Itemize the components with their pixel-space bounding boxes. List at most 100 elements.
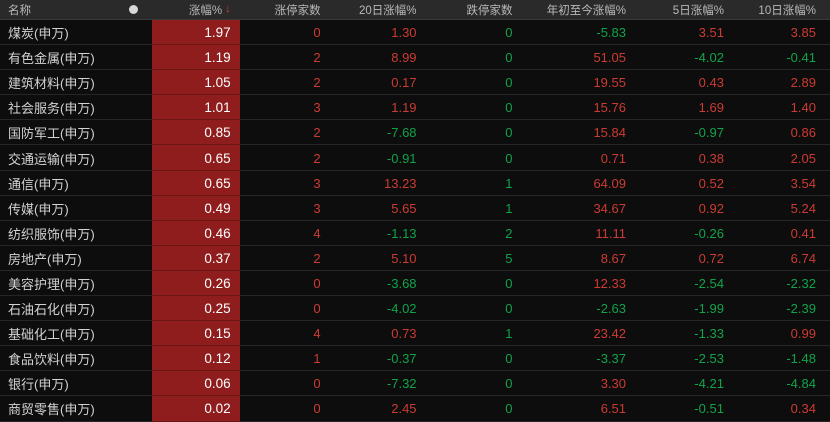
cell-chg10: 6.74 — [790, 250, 816, 266]
cell-chg10: -0.41 — [786, 50, 816, 66]
table-header-row: 名称 涨幅% ↓ 涨停家数 20日涨幅% 跌停家数 年初至今涨幅% 5日涨幅% … — [0, 0, 830, 20]
sort-descending-icon[interactable]: ↓ — [225, 3, 231, 15]
cell-chg10: 3.85 — [790, 25, 816, 41]
cell-limit_up: 2 — [313, 50, 321, 66]
cell-limit_down: 0 — [505, 100, 513, 116]
cell-name: 食品饮料(申万) — [8, 352, 95, 368]
column-header-limit-up-count-label: 涨停家数 — [274, 4, 321, 17]
cell-chg10: -1.48 — [786, 351, 816, 367]
table-row[interactable]: 国防军工(申万) 0.85 2 -7.68 0 15.84 -0.97 0.86 — [0, 120, 830, 146]
table-row[interactable]: 基础化工(申万) 0.15 4 0.73 1 23.42 -1.33 0.99 — [0, 321, 830, 347]
cell-chg20: -4.02 — [386, 301, 417, 317]
table-row[interactable]: 房地产(申万) 0.37 2 5.10 5 8.67 0.72 6.74 — [0, 245, 830, 271]
column-header-name[interactable]: 名称 — [0, 2, 117, 18]
heat-bar-positive — [152, 145, 240, 171]
cell-chg20: -1.13 — [386, 225, 417, 241]
cell-name: 通信(申万) — [8, 176, 69, 192]
cell-ytd: 12.33 — [593, 275, 626, 291]
heat-bar-divider — [152, 370, 240, 372]
column-header-ytd-change[interactable]: 年初至今涨幅% — [522, 2, 638, 18]
cell-chg5: -1.99 — [694, 301, 724, 317]
cell-limit_up: 2 — [313, 150, 321, 166]
row-divider — [0, 370, 830, 372]
table-row[interactable]: 煤炭(申万) 1.97 0 1.30 0 -5.83 3.51 3.85 — [0, 20, 830, 46]
cell-limit_down: 0 — [505, 401, 513, 417]
cell-ytd: 19.55 — [593, 75, 626, 91]
cell-chg10: 0.86 — [790, 125, 816, 141]
cell-limit_down: 1 — [505, 200, 513, 216]
cell-chg: 1.19 — [204, 50, 231, 66]
table-row[interactable]: 石油石化(申万) 0.25 0 -4.02 0 -2.63 -1.99 -2.39 — [0, 296, 830, 322]
row-divider — [0, 144, 830, 146]
heat-bar-positive — [152, 270, 240, 297]
cell-limit_down: 0 — [505, 351, 513, 367]
cell-limit_up: 3 — [313, 200, 321, 216]
cell-name: 银行(申万) — [8, 377, 69, 393]
column-header-change-20d[interactable]: 20日涨幅% — [331, 2, 427, 18]
column-header-limit-up-count[interactable]: 涨停家数 — [235, 2, 331, 18]
column-header-change-5d[interactable]: 5日涨幅% — [638, 2, 734, 18]
cell-limit_down: 0 — [505, 75, 513, 91]
cell-name: 石油石化(申万) — [8, 302, 95, 318]
row-divider — [0, 395, 830, 397]
table-row[interactable]: 交通运输(申万) 0.65 2 -0.91 0 0.71 0.38 2.05 — [0, 145, 830, 171]
heat-bar-positive — [152, 245, 240, 271]
table-row[interactable]: 传媒(申万) 0.49 3 5.65 1 34.67 0.92 5.24 — [0, 195, 830, 221]
cell-chg5: 0.52 — [698, 175, 724, 191]
heat-bar-divider — [152, 44, 240, 46]
cell-chg20: -0.91 — [386, 150, 417, 166]
table-body: 煤炭(申万) 1.97 0 1.30 0 -5.83 3.51 3.85 有色金属(申万) 1.1… — [0, 20, 830, 422]
cell-limit_up: 4 — [313, 225, 321, 241]
cell-limit_down: 0 — [505, 50, 513, 66]
row-divider — [0, 44, 830, 46]
row-divider — [0, 345, 830, 347]
cell-ytd: 15.84 — [593, 125, 626, 141]
column-header-marker[interactable] — [117, 5, 148, 14]
heat-bar-divider — [152, 395, 240, 397]
cell-ytd: 15.76 — [593, 100, 626, 116]
cell-limit_up: 2 — [313, 75, 321, 91]
row-divider — [0, 69, 830, 71]
cell-chg5: 0.72 — [698, 250, 724, 266]
column-header-name-label: 名称 — [8, 4, 31, 17]
table-row[interactable]: 建筑材料(申万) 1.05 2 0.17 0 19.55 0.43 2.89 — [0, 70, 830, 96]
cell-chg20: 1.30 — [391, 25, 417, 41]
heat-bar-divider — [152, 169, 240, 171]
cell-limit_down: 0 — [505, 150, 513, 166]
table-row[interactable]: 社会服务(申万) 1.01 3 1.19 0 15.76 1.69 1.40 — [0, 95, 830, 121]
row-divider — [0, 194, 830, 196]
cell-chg20: 2.45 — [391, 401, 417, 417]
table-row[interactable]: 食品饮料(申万) 0.12 1 -0.37 0 -3.37 -2.53 -1.48 — [0, 346, 830, 372]
heat-bar-positive — [152, 170, 240, 196]
cell-chg5: -4.21 — [694, 376, 724, 392]
heat-bar-positive — [152, 20, 240, 46]
column-header-limit-down-count[interactable]: 跌停家数 — [427, 2, 523, 18]
table-row[interactable]: 银行(申万) 0.06 0 -7.32 0 3.30 -4.21 -4.84 — [0, 371, 830, 397]
cell-chg10: -2.32 — [786, 275, 816, 291]
cell-name: 社会服务(申万) — [8, 101, 95, 117]
heat-bar-divider — [152, 345, 240, 347]
row-divider — [0, 219, 830, 221]
cell-limit_up: 3 — [313, 100, 321, 116]
cell-chg20: 0.73 — [391, 326, 417, 342]
cell-chg5: -2.53 — [694, 351, 724, 367]
column-header-change-10d[interactable]: 10日涨幅% — [734, 2, 830, 18]
table-row[interactable]: 通信(申万) 0.65 3 13.23 1 64.09 0.52 3.54 — [0, 170, 830, 196]
cell-chg: 0.85 — [204, 125, 231, 141]
column-header-change-pct[interactable]: 涨幅% ↓ — [149, 2, 235, 18]
table-row[interactable]: 美容护理(申万) 0.26 0 -3.68 0 12.33 -2.54 -2.32 — [0, 270, 830, 297]
column-header-change-5d-label: 5日涨幅% — [672, 4, 724, 17]
table-row[interactable]: 纺织服饰(申万) 0.46 4 -1.13 2 11.11 -0.26 0.41 — [0, 220, 830, 246]
heat-bar-positive — [152, 371, 240, 397]
heat-bar-positive — [152, 195, 240, 221]
heat-bar-positive — [152, 346, 240, 372]
cell-name: 建筑材料(申万) — [8, 76, 95, 92]
table-row[interactable]: 有色金属(申万) 1.19 2 8.99 0 51.05 -4.02 -0.41 — [0, 45, 830, 71]
cell-chg: 0.06 — [204, 376, 231, 392]
cell-chg: 1.05 — [204, 75, 231, 91]
cell-chg20: -0.37 — [386, 351, 417, 367]
row-divider — [0, 320, 830, 322]
cell-chg20: 8.99 — [391, 50, 417, 66]
cell-chg: 0.65 — [204, 150, 231, 166]
